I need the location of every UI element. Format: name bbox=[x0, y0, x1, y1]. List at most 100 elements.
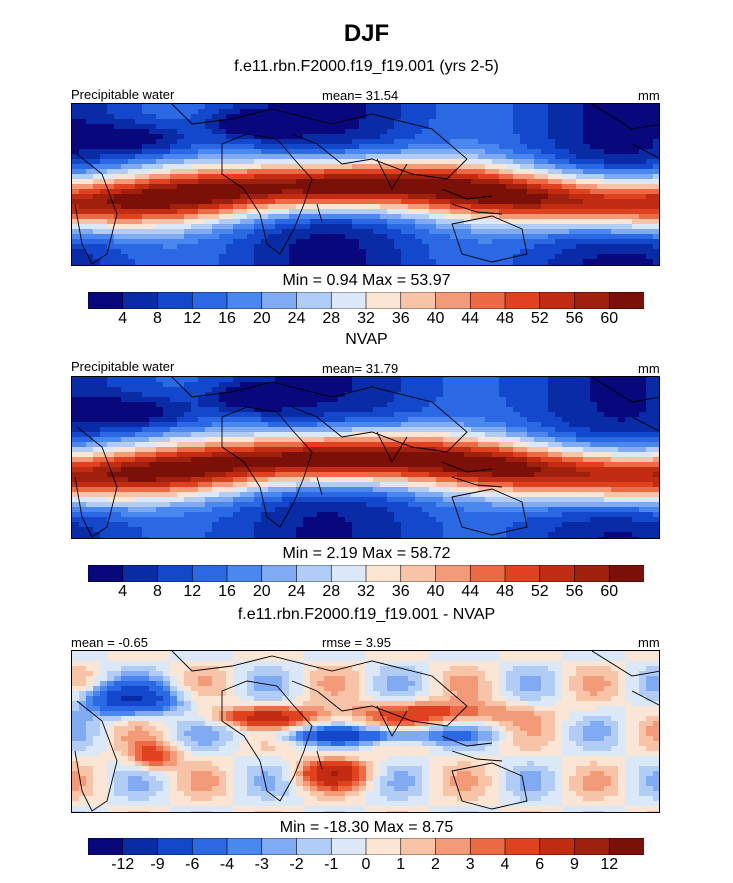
field-cell bbox=[534, 259, 542, 265]
field-cell bbox=[464, 387, 472, 393]
field-cell bbox=[492, 492, 500, 498]
field-cell bbox=[191, 254, 199, 260]
field-cell bbox=[373, 124, 381, 130]
field-cell bbox=[611, 382, 619, 388]
field-cell bbox=[135, 467, 143, 473]
field-cell bbox=[247, 432, 255, 438]
field-cell bbox=[107, 219, 115, 225]
field-cell bbox=[359, 149, 367, 155]
field-cell bbox=[86, 492, 94, 498]
field-cell bbox=[100, 462, 108, 468]
field-cell bbox=[268, 149, 276, 155]
field-cell bbox=[275, 119, 283, 125]
field-cell bbox=[415, 229, 423, 235]
field-cell bbox=[107, 204, 115, 210]
field-cell bbox=[506, 174, 514, 180]
field-cell bbox=[317, 184, 325, 190]
field-cell bbox=[114, 392, 122, 398]
field-cell bbox=[464, 462, 472, 468]
field-cell bbox=[415, 427, 423, 433]
field-cell bbox=[457, 144, 465, 150]
field-cell bbox=[597, 109, 605, 115]
field-cell bbox=[93, 392, 101, 398]
field-cell bbox=[443, 209, 451, 215]
field-cell bbox=[135, 412, 143, 418]
field-cell bbox=[464, 432, 472, 438]
field-cell bbox=[366, 427, 374, 433]
colorbar-swatch bbox=[539, 291, 576, 310]
field-cell bbox=[429, 427, 437, 433]
field-cell bbox=[226, 412, 234, 418]
field-cell bbox=[226, 472, 234, 478]
field-cell bbox=[366, 179, 374, 185]
field-cell bbox=[499, 219, 507, 225]
field-cell bbox=[422, 199, 430, 205]
field-cell bbox=[387, 387, 395, 393]
field-cell bbox=[625, 189, 633, 195]
field-cell bbox=[632, 264, 640, 265]
field-cell bbox=[170, 224, 178, 230]
field-cell bbox=[79, 432, 87, 438]
field-cell bbox=[604, 487, 612, 493]
field-cell bbox=[163, 194, 171, 200]
field-cell bbox=[212, 402, 220, 408]
field-cell bbox=[639, 219, 647, 225]
field-cell bbox=[198, 119, 206, 125]
field-cell bbox=[548, 462, 556, 468]
field-cell bbox=[471, 447, 479, 453]
field-cell bbox=[625, 467, 633, 473]
field-cell bbox=[597, 154, 605, 160]
field-cell bbox=[604, 422, 612, 428]
field-cell bbox=[590, 224, 598, 230]
field-cell bbox=[457, 417, 465, 423]
field-cell bbox=[471, 159, 479, 165]
field-cell bbox=[604, 264, 612, 265]
field-cell bbox=[394, 109, 402, 115]
field-cell bbox=[170, 467, 178, 473]
field-cell bbox=[107, 179, 115, 185]
field-cell bbox=[450, 109, 458, 115]
field-cell bbox=[534, 214, 542, 220]
field-cell bbox=[345, 422, 353, 428]
field-cell bbox=[548, 482, 556, 488]
field-cell bbox=[583, 382, 591, 388]
field-cell bbox=[408, 487, 416, 493]
field-cell bbox=[653, 144, 659, 150]
field-cell bbox=[100, 427, 108, 433]
field-cell bbox=[373, 219, 381, 225]
field-cell bbox=[373, 427, 381, 433]
field-cell bbox=[611, 457, 619, 463]
field-cell bbox=[212, 139, 220, 145]
field-cell bbox=[79, 119, 87, 125]
field-cell bbox=[254, 397, 262, 403]
field-cell bbox=[583, 477, 591, 483]
field-cell bbox=[618, 392, 626, 398]
field-cell bbox=[205, 482, 213, 488]
field-cell bbox=[534, 437, 542, 443]
field-cell bbox=[527, 119, 535, 125]
field-cell bbox=[142, 482, 150, 488]
field-cell bbox=[345, 457, 353, 463]
field-cell bbox=[513, 259, 521, 265]
field-cell bbox=[240, 179, 248, 185]
field-cell bbox=[163, 169, 171, 175]
field-cell bbox=[541, 432, 549, 438]
field-cell bbox=[583, 134, 591, 140]
field-cell bbox=[422, 249, 430, 255]
field-cell bbox=[436, 154, 444, 160]
field-cell bbox=[282, 377, 290, 383]
field-cell bbox=[520, 169, 528, 175]
field-cell bbox=[478, 209, 486, 215]
field-cell bbox=[639, 427, 647, 433]
field-cell bbox=[212, 492, 220, 498]
field-cell bbox=[240, 119, 248, 125]
field-cell bbox=[646, 134, 654, 140]
field-cell bbox=[478, 114, 486, 120]
field-cell bbox=[282, 229, 290, 235]
field-cell bbox=[177, 239, 185, 245]
field-cell bbox=[548, 149, 556, 155]
field-cell bbox=[296, 244, 304, 250]
field-cell bbox=[443, 234, 451, 240]
field-cell bbox=[506, 492, 514, 498]
field-cell bbox=[324, 382, 332, 388]
